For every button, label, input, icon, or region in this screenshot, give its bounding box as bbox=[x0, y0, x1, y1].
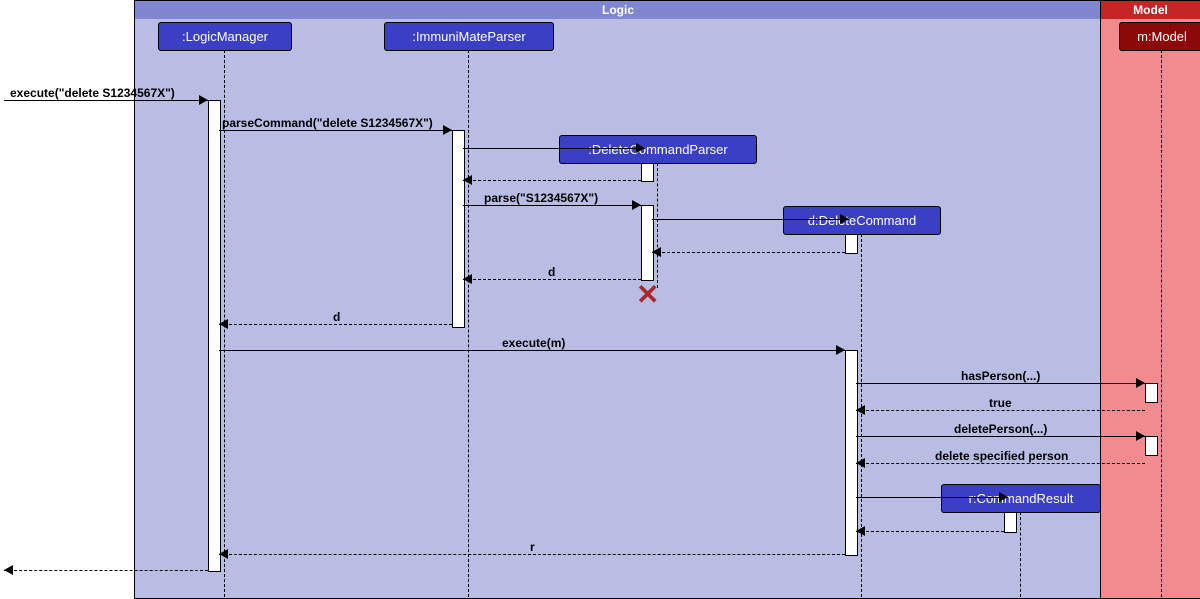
participant-dcmd: d:DeleteCommand bbox=[783, 206, 941, 235]
arrowhead-icon bbox=[999, 492, 1008, 502]
arrowhead-icon bbox=[836, 345, 845, 355]
participant-model: m:Model bbox=[1119, 22, 1200, 51]
arrowhead-icon bbox=[463, 175, 472, 185]
lifeline-dcp bbox=[657, 163, 658, 288]
message-arrow bbox=[463, 279, 641, 280]
participant-logic-manager: :LogicManager bbox=[158, 22, 292, 51]
message-arrow bbox=[219, 350, 845, 351]
lifeline-parser bbox=[468, 50, 469, 597]
message-label: execute("delete S1234567X") bbox=[10, 86, 175, 100]
arrowhead-icon bbox=[856, 458, 865, 468]
activation-bar bbox=[452, 130, 465, 328]
message-arrow bbox=[856, 531, 1004, 532]
participant-dcp: :DeleteCommandParser bbox=[559, 135, 757, 164]
arrowhead-icon bbox=[199, 95, 208, 105]
arrowhead-icon bbox=[856, 405, 865, 415]
activation-bar bbox=[1145, 383, 1158, 403]
message-label: delete specified person bbox=[935, 449, 1068, 463]
message-label: hasPerson(...) bbox=[961, 369, 1040, 383]
lifeline-cres bbox=[1020, 512, 1021, 597]
region-model: Model bbox=[1100, 0, 1200, 599]
destroy-icon: ✕ bbox=[636, 278, 659, 311]
message-label: parse("S1234567X") bbox=[484, 191, 598, 205]
activation-bar bbox=[1004, 512, 1017, 533]
region-logic-header: Logic bbox=[135, 1, 1101, 19]
message-arrow bbox=[856, 383, 1145, 384]
arrowhead-icon bbox=[840, 214, 849, 224]
message-arrow bbox=[219, 554, 845, 555]
participant-cres: r:CommandResult bbox=[941, 484, 1101, 513]
lifeline-model bbox=[1161, 50, 1162, 597]
message-arrow bbox=[856, 463, 1145, 464]
activation-bar bbox=[845, 234, 858, 254]
lifeline-dcmd bbox=[861, 234, 862, 597]
message-arrow bbox=[219, 324, 452, 325]
activation-bar bbox=[208, 100, 221, 572]
message-arrow bbox=[4, 570, 208, 571]
message-arrow bbox=[463, 205, 641, 206]
message-arrow bbox=[219, 130, 452, 131]
message-arrow bbox=[856, 410, 1145, 411]
message-arrow bbox=[463, 180, 641, 181]
arrowhead-icon bbox=[219, 549, 228, 559]
arrowhead-icon bbox=[856, 526, 865, 536]
arrowhead-icon bbox=[632, 200, 641, 210]
participant-parser: :ImmuniMateParser bbox=[384, 22, 554, 51]
arrowhead-icon bbox=[636, 143, 645, 153]
message-arrow bbox=[652, 252, 845, 253]
arrowhead-icon bbox=[463, 274, 472, 284]
sequence-diagram: Logic Model :LogicManager :ImmuniMatePar… bbox=[0, 0, 1200, 599]
message-label: execute(m) bbox=[502, 336, 565, 350]
message-arrow bbox=[463, 148, 645, 149]
arrowhead-icon bbox=[1136, 431, 1145, 441]
message-label: true bbox=[989, 396, 1012, 410]
message-arrow bbox=[4, 100, 208, 101]
region-model-header: Model bbox=[1101, 1, 1200, 19]
message-label: d bbox=[333, 310, 340, 324]
arrowhead-icon bbox=[4, 565, 13, 575]
arrowhead-icon bbox=[443, 125, 452, 135]
activation-bar bbox=[641, 163, 654, 182]
arrowhead-icon bbox=[652, 247, 661, 257]
message-arrow bbox=[856, 497, 1008, 498]
message-label: d bbox=[548, 265, 555, 279]
message-label: r bbox=[530, 540, 535, 554]
message-label: parseCommand("delete S1234567X") bbox=[222, 116, 433, 130]
activation-bar bbox=[1145, 436, 1158, 456]
message-arrow bbox=[652, 219, 849, 220]
message-label: deletePerson(...) bbox=[954, 422, 1047, 436]
message-arrow bbox=[856, 436, 1145, 437]
activation-bar bbox=[641, 205, 654, 281]
arrowhead-icon bbox=[219, 319, 228, 329]
arrowhead-icon bbox=[1136, 378, 1145, 388]
